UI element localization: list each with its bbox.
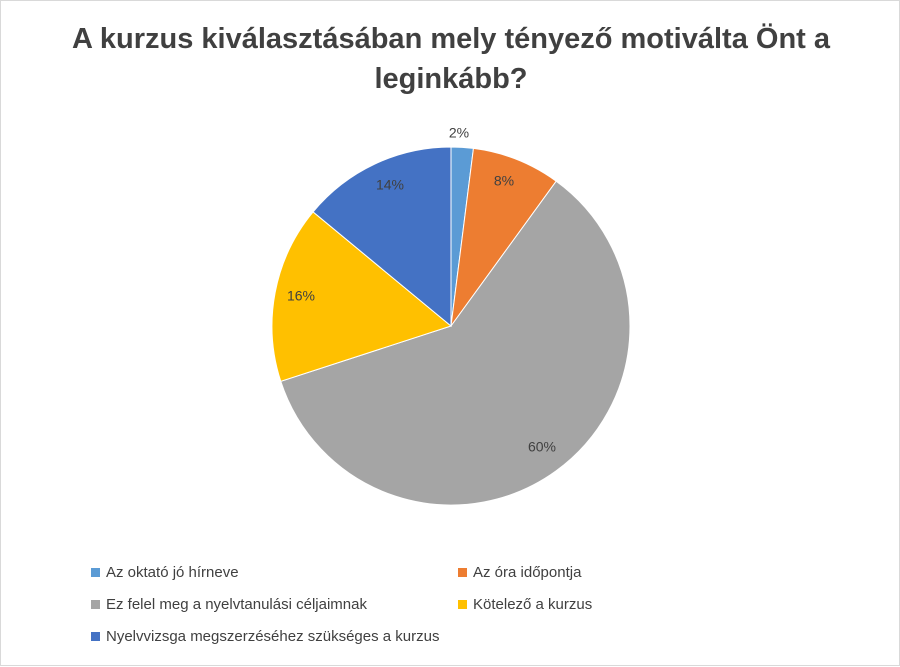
data-label-3: 60% [528,439,556,455]
data-label-5: 14% [376,177,404,193]
pie-slice-3 [280,180,631,506]
pie-slice-4 [271,211,453,382]
pie-slice-2 [450,147,557,327]
data-label-4: 16% [287,288,315,304]
data-label-1: 2% [449,125,469,141]
data-label-2: 8% [494,173,514,189]
pie-slice-5 [312,146,452,328]
chart-title: A kurzus kiválasztásában mely tényező mo… [71,23,831,95]
